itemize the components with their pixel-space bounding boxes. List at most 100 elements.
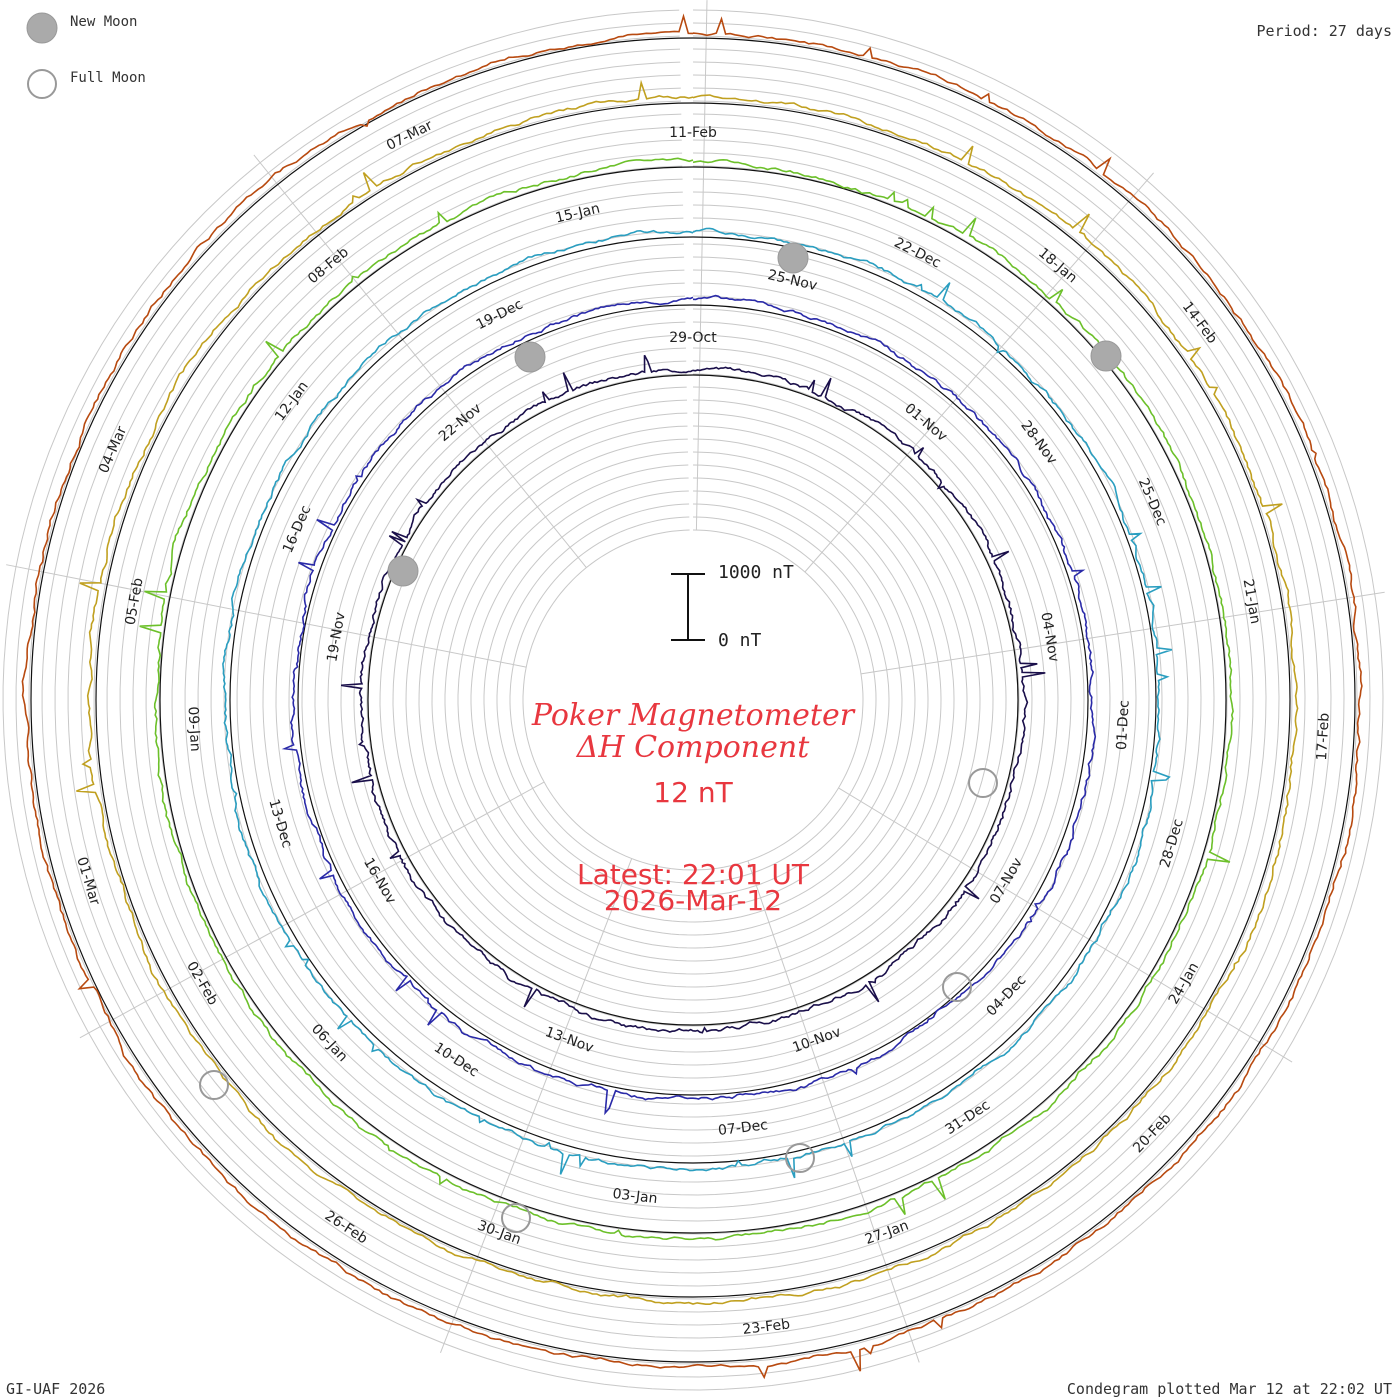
legend-new-moon-label: New Moon [70, 14, 138, 30]
radial-spokes [6, 0, 1385, 1363]
new-moon-icon-3 [1090, 340, 1122, 372]
spoke-5 [440, 858, 633, 1354]
new-moon-icon-2 [777, 242, 809, 274]
full-moon-icon-2 [942, 972, 972, 1002]
full-moon-icon-0 [199, 1070, 229, 1100]
date-label: 15-Jan [554, 201, 602, 227]
scale-bottom-label: 0 nT [718, 630, 762, 651]
grid-ring-19 [275, 282, 1111, 1118]
spoke-6 [79, 781, 545, 1039]
date-label: 11-Feb [669, 125, 717, 141]
chart-subtitle: ΔH Component [576, 730, 810, 765]
grid-ring-2 [496, 503, 890, 897]
grid-ring-38 [28, 35, 1358, 1365]
grid-ring-28 [158, 165, 1228, 1235]
ring-baseline-4 [95, 102, 1291, 1298]
grid-ring-24 [210, 217, 1176, 1183]
grid-ring-34 [80, 87, 1306, 1313]
date-label: 03-Jan [612, 1186, 659, 1207]
date-label: 05-Feb [123, 577, 147, 627]
current-value: 12 nT [653, 776, 733, 809]
date-label: 19-Nov [324, 611, 348, 663]
ring-baselines [30, 37, 1356, 1363]
grid-ring-39 [15, 22, 1371, 1378]
date-label: 26-Feb [322, 1208, 371, 1248]
date-label: 31-Dec [943, 1097, 994, 1138]
grid-ring-22 [236, 243, 1150, 1157]
ring-baseline-3 [159, 166, 1227, 1234]
trace-ring-3 [139, 157, 1234, 1241]
full-moon-legend-icon [27, 69, 57, 99]
trace-ring-0 [340, 354, 1046, 1034]
plotted-label: Condegram plotted Mar 12 at 22:02 UT [1066, 1380, 1392, 1398]
spoke-2 [860, 591, 1385, 675]
grid-ring-14 [340, 347, 1046, 1053]
grid-ring-15 [327, 334, 1059, 1066]
date-label: 07-Dec [717, 1117, 768, 1139]
date-label: 08-Feb [305, 244, 352, 287]
grid-ring-30 [132, 139, 1254, 1261]
spoke-8 [253, 154, 587, 568]
latest-date: 2026-Mar-12 [603, 884, 783, 917]
grid-ring-10 [392, 399, 994, 1001]
scale-bar [671, 573, 705, 641]
spoke-1 [804, 172, 1154, 573]
grid-ring-26 [184, 191, 1202, 1209]
spoke-4 [747, 860, 920, 1363]
trace-ring-2 [222, 227, 1173, 1179]
trace-ring-1 [281, 294, 1097, 1116]
date-label: 21-Jan [1240, 578, 1264, 625]
grid-ring-29 [145, 152, 1241, 1248]
credit-label: GI-UAF 2026 [6, 1380, 106, 1398]
grid-ring-4 [470, 477, 916, 923]
grid-ring-3 [483, 490, 903, 910]
grid-ring-25 [197, 204, 1189, 1196]
grid-ring-32 [106, 113, 1280, 1287]
date-label: 04-Mar [96, 424, 130, 476]
new-moon-legend-icon [26, 12, 58, 44]
grid-ring-37 [41, 48, 1345, 1352]
grid-ring-8 [418, 425, 968, 975]
new-moon-icon-1 [514, 341, 546, 373]
new-moon-icon-0 [387, 555, 419, 587]
trace-ring-5 [21, 13, 1363, 1380]
moon-markers [199, 242, 1122, 1233]
date-label: 17-Feb [1314, 712, 1333, 761]
date-label: 09-Jan [185, 706, 204, 752]
full-moon-icon-4 [785, 1143, 815, 1173]
grid-ring-9 [405, 412, 981, 988]
grid-ring-16 [314, 321, 1072, 1079]
grid-ring-11 [379, 386, 1007, 1014]
grid-ring-40 [2, 9, 1384, 1391]
grid-ring-17 [301, 308, 1085, 1092]
grid-ring-0 [522, 529, 864, 871]
grid-ring-6 [444, 451, 942, 949]
grid-ring-18 [288, 295, 1098, 1105]
grid-ring-20 [262, 269, 1124, 1131]
trace-ring-4 [76, 79, 1299, 1305]
grid-ring-36 [54, 61, 1332, 1339]
grid-ring-35 [67, 74, 1319, 1326]
date-label: 10-Nov [790, 1024, 843, 1056]
ring-baseline-2 [229, 236, 1157, 1164]
spoke-3 [838, 787, 1293, 1063]
date-label: 14-Feb [1179, 299, 1220, 347]
grid-ring-27 [171, 178, 1215, 1222]
date-label: 22-Dec [891, 235, 943, 272]
grid-ring-21 [249, 256, 1137, 1144]
magnetometer-traces [21, 13, 1363, 1380]
full-moon-icon-1 [501, 1203, 531, 1233]
ring-baseline-5 [30, 37, 1356, 1363]
grid-ring-5 [457, 464, 929, 936]
full-moon-icon-3 [968, 768, 998, 798]
grid-ring-12 [366, 373, 1020, 1027]
date-label: 04-Nov [1037, 611, 1061, 663]
grid-ring-7 [431, 438, 955, 962]
period-label: Period: 27 days [1256, 22, 1392, 40]
latest-time: Latest: 22:01 UT [576, 858, 810, 891]
spoke-0 [695, 0, 708, 531]
date-label: 20-Feb [1130, 1110, 1174, 1156]
date-label: 16-Dec [280, 503, 314, 555]
date-label: 18-Jan [1035, 245, 1080, 286]
